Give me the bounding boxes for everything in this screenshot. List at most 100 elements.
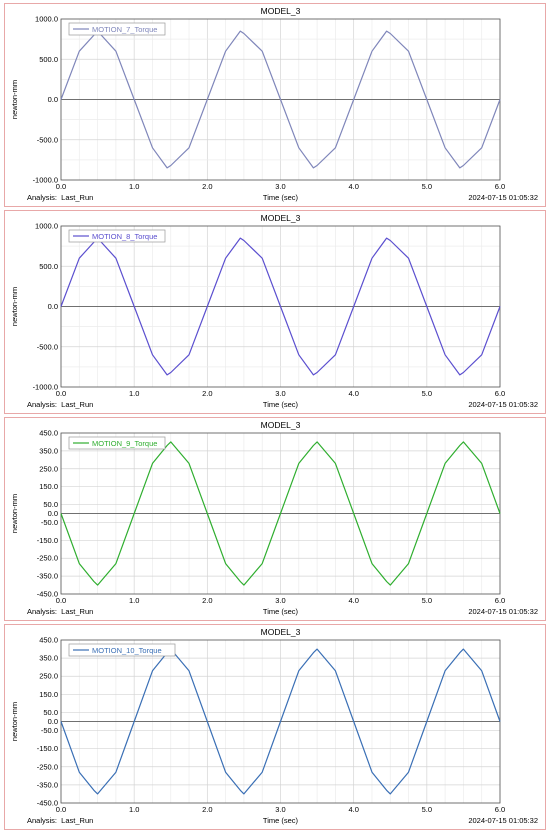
y-tick-label: 0.0 bbox=[48, 509, 58, 518]
x-tick-label: 5.0 bbox=[422, 182, 432, 191]
plot-panel-1: MODEL_3 1000.0 500.0 0.0 -500.0 -1000.0 0.0 1.0… bbox=[4, 3, 546, 207]
x-tick-label: 6.0 bbox=[495, 389, 505, 398]
y-tick-label: 0.0 bbox=[48, 95, 58, 104]
x-tick-label: 0.0 bbox=[56, 389, 66, 398]
timestamp: 2024-07-15 01:05:32 bbox=[468, 816, 538, 825]
y-tick-label: -50.0 bbox=[41, 518, 58, 527]
chart-title: MODEL_3 bbox=[261, 213, 301, 223]
x-tick-label: 6.0 bbox=[495, 596, 505, 605]
y-tick-label: 1000.0 bbox=[35, 222, 58, 231]
analysis-label: Analysis: Last_Run bbox=[27, 193, 93, 202]
y-tick-label: -150.0 bbox=[37, 536, 58, 545]
y-axis-label: newton-mm bbox=[10, 287, 19, 326]
y-tick-label: 0.0 bbox=[48, 717, 58, 726]
plot-panel-3: MODEL_3 450.0 350.0 250.0 150.0 50.0 0.0 -50.0-… bbox=[4, 417, 546, 621]
y-tick-label: 150.0 bbox=[39, 482, 58, 491]
x-tick-label: 6.0 bbox=[495, 805, 505, 814]
timestamp: 2024-07-15 01:05:32 bbox=[468, 607, 538, 616]
x-tick-label: 0.0 bbox=[56, 596, 66, 605]
x-tick-label: 4.0 bbox=[348, 182, 358, 191]
x-tick-label: 4.0 bbox=[348, 389, 358, 398]
legend-box bbox=[68, 643, 176, 657]
x-tick-label: 2.0 bbox=[202, 596, 212, 605]
chart-title: MODEL_3 bbox=[261, 420, 301, 430]
y-tick-label: 50.0 bbox=[43, 708, 58, 717]
x-tick-label: 2.0 bbox=[202, 389, 212, 398]
y-tick-label: 250.0 bbox=[39, 464, 58, 473]
timestamp: 2024-07-15 01:05:32 bbox=[468, 193, 538, 202]
x-tick-label: 1.0 bbox=[129, 805, 139, 814]
y-tick-label: -150.0 bbox=[37, 744, 58, 753]
x-axis-label: Time (sec) bbox=[263, 607, 299, 616]
legend-label: MOTION_9_Torque bbox=[92, 439, 157, 448]
legend-label: MOTION_8_Torque bbox=[92, 232, 157, 241]
x-tick-label: 3.0 bbox=[275, 182, 285, 191]
x-tick-label: 4.0 bbox=[348, 596, 358, 605]
y-tick-label: -1000.0 bbox=[33, 176, 58, 185]
series-line bbox=[60, 30, 501, 169]
y-tick-label: 150.0 bbox=[39, 690, 58, 699]
legend-box bbox=[68, 22, 166, 36]
x-tick-label: 2.0 bbox=[202, 182, 212, 191]
x-tick-label: 5.0 bbox=[422, 596, 432, 605]
x-tick-label: 1.0 bbox=[129, 389, 139, 398]
x-tick-label: 3.0 bbox=[275, 805, 285, 814]
timestamp: 2024-07-15 01:05:32 bbox=[468, 400, 538, 409]
y-tick-label: -500.0 bbox=[37, 342, 58, 351]
y-tick-label: -50.0 bbox=[41, 726, 58, 735]
y-axis-label: newton-mm bbox=[10, 702, 19, 741]
plot-panel-2: MODEL_3 1000.0 500.0 0.0 -500.0 -1000.0 0.0 1.0… bbox=[4, 210, 546, 414]
analysis-label: Analysis: Last_Run bbox=[27, 400, 93, 409]
series-line bbox=[60, 441, 501, 586]
y-tick-label: -1000.0 bbox=[33, 383, 58, 392]
y-tick-label: 0.0 bbox=[48, 302, 58, 311]
x-axis-label: Time (sec) bbox=[263, 400, 299, 409]
y-tick-label: -500.0 bbox=[37, 135, 58, 144]
series-line bbox=[60, 648, 501, 795]
x-tick-label: 4.0 bbox=[348, 805, 358, 814]
x-tick-label: 3.0 bbox=[275, 596, 285, 605]
x-tick-label: 2.0 bbox=[202, 805, 212, 814]
series-line bbox=[60, 237, 501, 376]
x-tick-label: 6.0 bbox=[495, 182, 505, 191]
y-tick-label: -450.0 bbox=[37, 590, 58, 599]
x-tick-label: 1.0 bbox=[129, 596, 139, 605]
y-tick-label: -450.0 bbox=[37, 799, 58, 808]
x-tick-label: 3.0 bbox=[275, 389, 285, 398]
y-tick-label: 50.0 bbox=[43, 500, 58, 509]
x-axis-label: Time (sec) bbox=[263, 193, 299, 202]
analysis-label: Analysis: Last_Run bbox=[27, 607, 93, 616]
chart-3: MODEL_3450.0350.0250.0150.050.00.0-50.0-… bbox=[10, 420, 538, 616]
y-tick-label: 500.0 bbox=[39, 55, 58, 64]
y-tick-label: 250.0 bbox=[39, 672, 58, 681]
y-tick-label: 450.0 bbox=[39, 429, 58, 438]
y-tick-label: 500.0 bbox=[39, 262, 58, 271]
y-tick-label: 350.0 bbox=[39, 446, 58, 455]
chart-4: MODEL_3450.0350.0250.0150.050.00.0-50.0-… bbox=[10, 627, 538, 825]
y-tick-label: -350.0 bbox=[37, 572, 58, 581]
y-axis-label: newton-mm bbox=[10, 494, 19, 533]
y-axis-label: newton-mm bbox=[10, 80, 19, 119]
x-tick-label: 0.0 bbox=[56, 182, 66, 191]
chart-title: MODEL_3 bbox=[261, 6, 301, 16]
legend-box bbox=[68, 436, 166, 450]
x-tick-label: 5.0 bbox=[422, 805, 432, 814]
y-tick-label: -350.0 bbox=[37, 780, 58, 789]
x-axis-label: Time (sec) bbox=[263, 816, 299, 825]
legend-label: MOTION_10_Torque bbox=[92, 646, 162, 655]
y-tick-label: 350.0 bbox=[39, 654, 58, 663]
x-tick-label: 5.0 bbox=[422, 389, 432, 398]
y-tick-label: -250.0 bbox=[37, 554, 58, 563]
y-tick-label: 450.0 bbox=[39, 636, 58, 645]
legend-label: MOTION_7_Torque bbox=[92, 25, 157, 34]
y-tick-label: -250.0 bbox=[37, 762, 58, 771]
y-tick-label: 1000.0 bbox=[35, 15, 58, 24]
legend-box bbox=[68, 229, 166, 243]
chart-title: MODEL_3 bbox=[261, 627, 301, 637]
plot-panel-4: MODEL_3 450.0 350.0 250.0 150.0 50.0 0.0 -50.0-… bbox=[4, 624, 546, 830]
x-tick-label: 1.0 bbox=[129, 182, 139, 191]
x-tick-label: 0.0 bbox=[56, 805, 66, 814]
analysis-label: Analysis: Last_Run bbox=[27, 816, 93, 825]
